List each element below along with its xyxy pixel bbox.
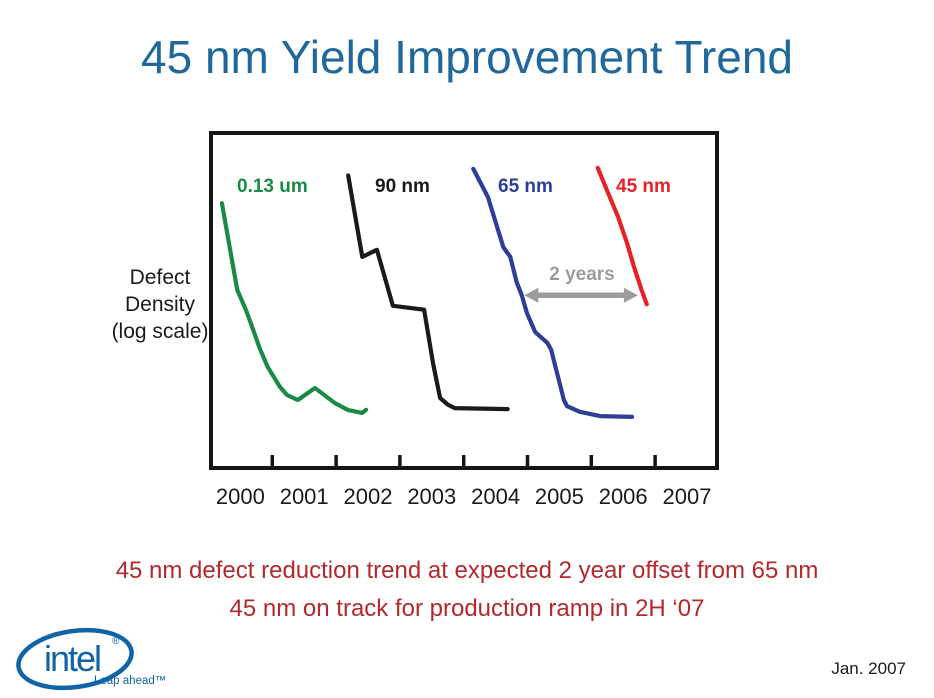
intel-logo-swoosh <box>16 627 134 691</box>
intel-logo-tagline: Leap ahead™ <box>94 675 166 687</box>
two-year-offset-annotation: 2 years <box>549 264 615 285</box>
series-label-0.13um: 0.13 um <box>237 176 308 197</box>
x-tick-label-2005: 2005 <box>534 484 584 509</box>
series-label-65nm: 65 nm <box>498 176 553 197</box>
x-tick-label-2004: 2004 <box>471 484 521 509</box>
intel-logo-registered-icon: ® <box>112 636 120 647</box>
caption-line-2: 45 nm on track for production ramp in 2H… <box>229 595 705 622</box>
series-label-45nm: 45 nm <box>616 176 671 197</box>
slide-date: Jan. 2007 <box>831 659 906 678</box>
y-axis-label: Defect Density (log scale) <box>98 264 222 345</box>
x-tick-label-2006: 2006 <box>598 484 648 509</box>
x-tick-label-2007: 2007 <box>662 484 712 509</box>
slide-title: 45 nm Yield Improvement Trend <box>141 31 793 83</box>
y-axis-label-line: (log scale) <box>111 320 209 343</box>
y-axis-label-line: Density <box>124 293 196 316</box>
x-tick-label-2001: 2001 <box>279 484 329 509</box>
x-tick-label-2002: 2002 <box>343 484 393 509</box>
x-tick-label-2000: 2000 <box>215 484 265 509</box>
y-axis-label-line: Defect <box>129 266 191 289</box>
intel-logo-wordmark: intel <box>44 638 100 679</box>
x-tick-label-2003: 2003 <box>407 484 457 509</box>
caption-line-1: 45 nm defect reduction trend at expected… <box>115 557 819 584</box>
intel-logo: intel ® Leap ahead™ <box>16 627 166 691</box>
series-label-90nm: 90 nm <box>375 176 430 197</box>
